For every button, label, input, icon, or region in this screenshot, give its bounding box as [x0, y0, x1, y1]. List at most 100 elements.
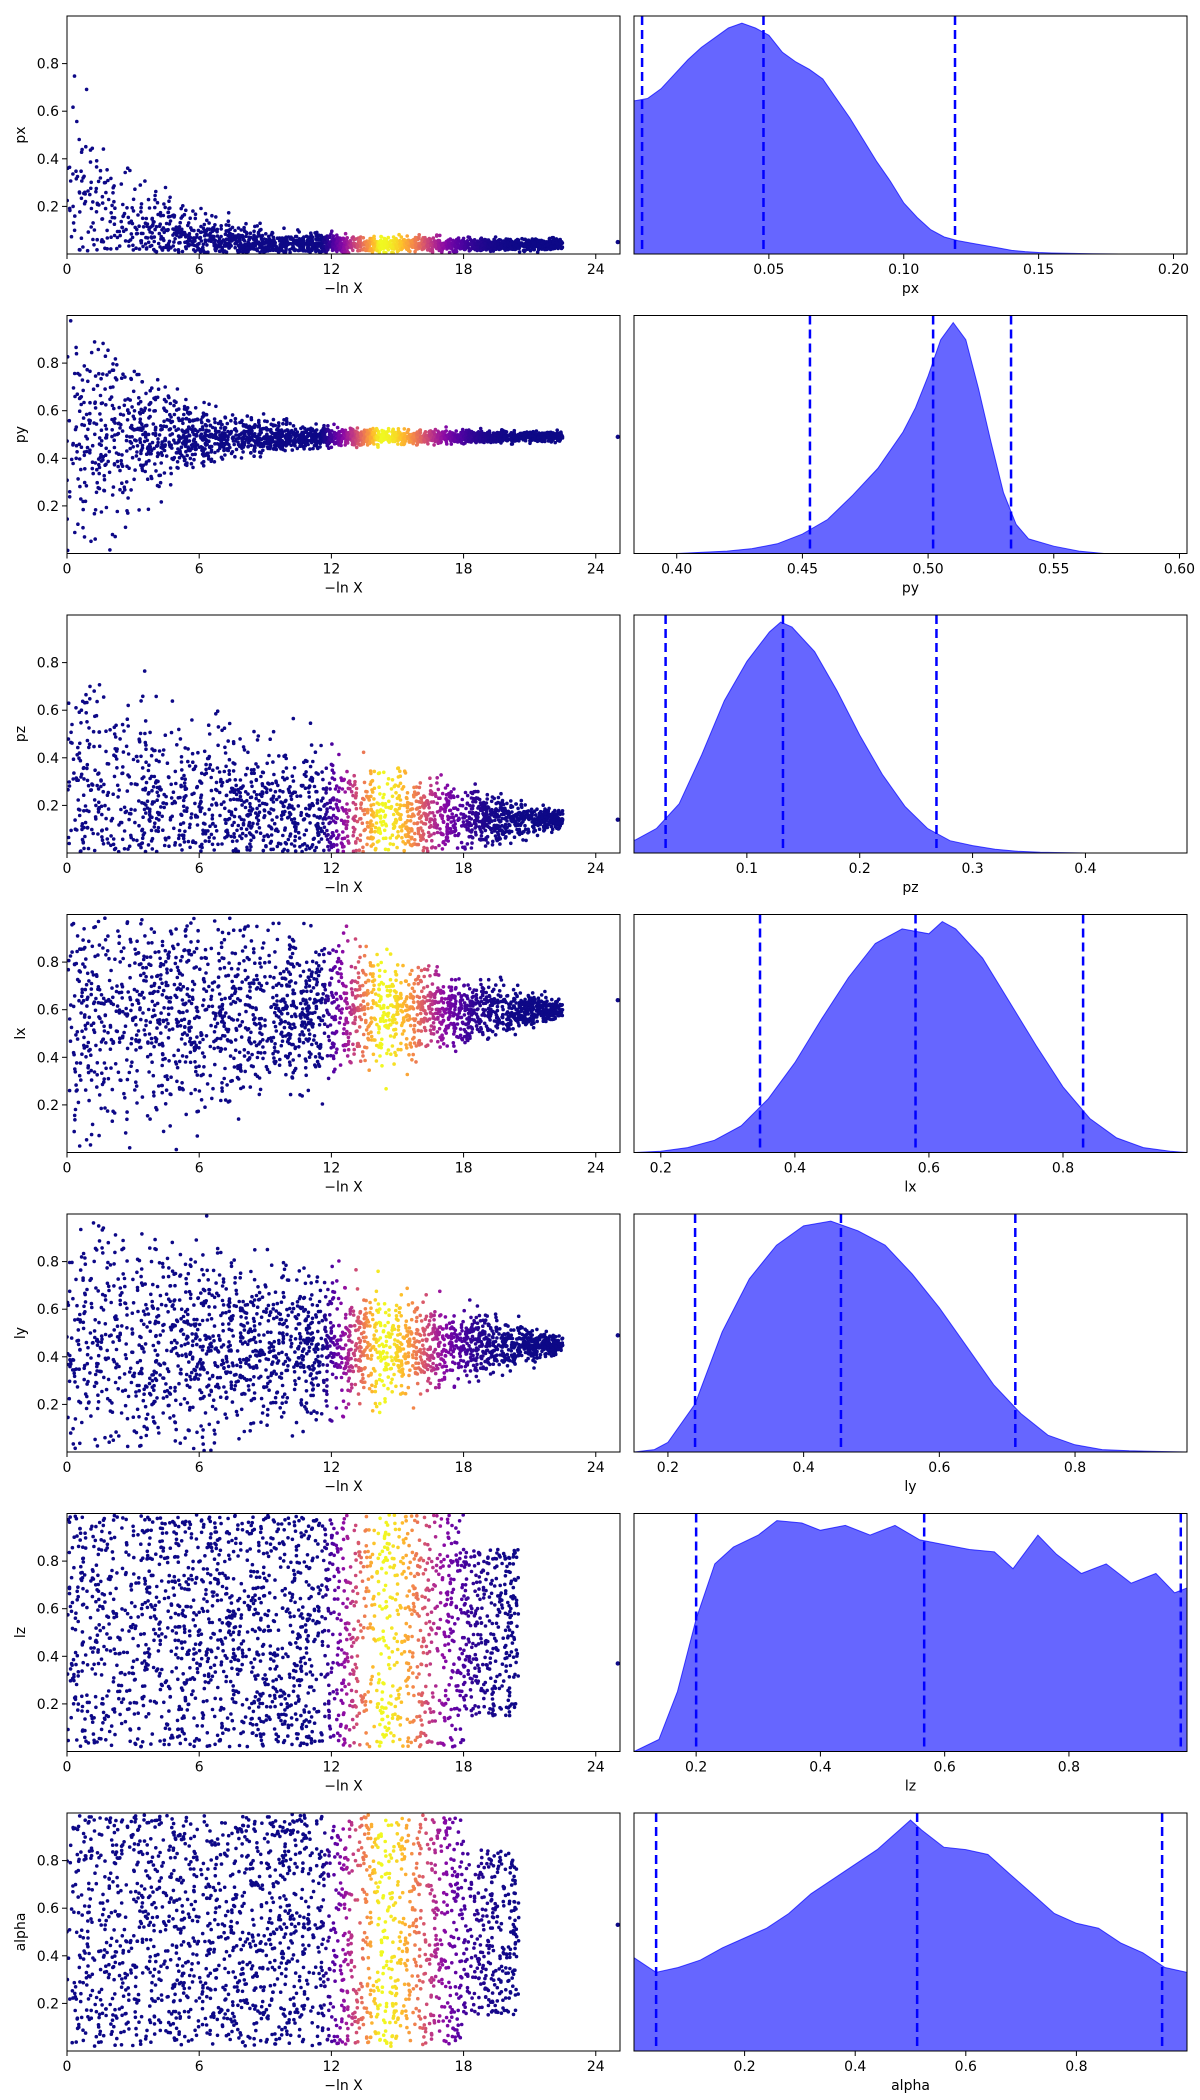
scatter-point	[180, 453, 184, 458]
scatter-point	[210, 229, 215, 233]
scatter-point	[551, 235, 556, 240]
scatter-point	[288, 247, 292, 252]
scatter-point	[107, 470, 112, 475]
scatter-point	[292, 437, 297, 442]
scatter-point	[315, 801, 320, 805]
scatter-point	[459, 438, 464, 442]
scatter-point	[296, 228, 300, 232]
scatter-point	[167, 427, 172, 432]
scatter-point	[490, 241, 495, 246]
scatter-point	[343, 443, 348, 447]
scatter-point	[79, 721, 83, 725]
scatter-point	[405, 247, 409, 251]
scatter-point	[246, 441, 251, 445]
scatter-point	[185, 461, 189, 465]
scatter-point	[432, 443, 436, 447]
scatter-point	[179, 206, 183, 211]
scatter-point	[349, 244, 353, 248]
scatter-point	[147, 402, 151, 407]
scatter-point	[463, 441, 467, 445]
scatter-point	[106, 178, 110, 183]
scatter-point	[119, 219, 123, 224]
scatter-point	[106, 807, 111, 811]
scatter-point	[218, 433, 222, 437]
scatter-point	[286, 240, 290, 245]
px-trace-points	[67, 74, 565, 254]
scatter-point	[556, 432, 561, 437]
scatter-point	[184, 416, 189, 421]
scatter-point	[290, 774, 295, 778]
scatter-point	[92, 798, 97, 802]
scatter-point	[293, 443, 297, 448]
scatter-point	[187, 235, 192, 239]
scatter-point	[434, 438, 438, 443]
scatter-point	[262, 426, 266, 431]
scatter-point	[537, 431, 541, 435]
scatter-point	[250, 433, 255, 437]
scatter-point	[269, 232, 274, 237]
scatter-point	[391, 427, 396, 432]
scatter-point	[126, 411, 131, 415]
scatter-point	[132, 417, 137, 421]
scatter-point	[293, 427, 298, 432]
scatter-point	[137, 224, 141, 228]
scatter-point	[110, 532, 115, 537]
scatter-point	[167, 395, 171, 400]
scatter-point	[509, 442, 514, 446]
scatter-point	[227, 443, 231, 447]
scatter-point	[140, 776, 144, 781]
scatter-point	[522, 242, 526, 247]
scatter-point	[189, 226, 193, 230]
scatter-point	[264, 441, 268, 446]
scatter-point	[467, 235, 472, 240]
scatter-point	[209, 457, 214, 462]
scatter-point	[330, 229, 334, 233]
scatter-point	[103, 463, 107, 468]
scatter-point	[292, 431, 297, 436]
scatter-point	[425, 243, 430, 248]
pz-trace-points	[67, 669, 565, 853]
scatter-point	[464, 428, 469, 433]
scatter-point	[351, 244, 356, 248]
scatter-point	[250, 784, 254, 789]
scatter-point	[105, 761, 110, 766]
scatter-point	[141, 815, 145, 819]
scatter-point	[214, 243, 218, 247]
scatter-point	[118, 426, 122, 430]
x-tick-label: 6	[195, 262, 204, 278]
scatter-point	[184, 397, 188, 402]
scatter-point	[86, 189, 90, 193]
scatter-point	[200, 437, 205, 442]
x-axis-label: px	[902, 281, 919, 297]
scatter-point	[139, 240, 144, 245]
scatter-point	[338, 242, 343, 246]
scatter-point	[206, 454, 211, 459]
scatter-point	[323, 235, 327, 240]
scatter-point	[330, 429, 334, 433]
scatter-point	[284, 417, 289, 421]
scatter-point	[302, 447, 306, 451]
scatter-point	[410, 244, 415, 248]
scatter-point	[337, 433, 342, 437]
scatter-point	[130, 206, 134, 210]
scatter-point	[207, 227, 212, 231]
scatter-point	[402, 437, 407, 441]
scatter-point	[127, 844, 132, 849]
scatter-point	[96, 457, 101, 461]
scatter-point	[182, 404, 187, 409]
scatter-point	[105, 373, 109, 377]
scatter-point	[504, 237, 508, 241]
scatter-point	[354, 445, 359, 450]
scatter-point	[88, 369, 92, 374]
scatter-point	[117, 421, 121, 426]
scatter-point	[462, 244, 467, 248]
scatter-point	[105, 228, 109, 233]
scatter-point	[272, 238, 276, 242]
scatter-point	[97, 436, 102, 440]
scatter-point	[184, 246, 188, 251]
scatter-point	[147, 227, 151, 232]
scatter-point	[175, 387, 180, 391]
x-tick-label: 0	[63, 262, 72, 278]
scatter-point	[377, 246, 382, 251]
scatter-point	[160, 440, 164, 444]
